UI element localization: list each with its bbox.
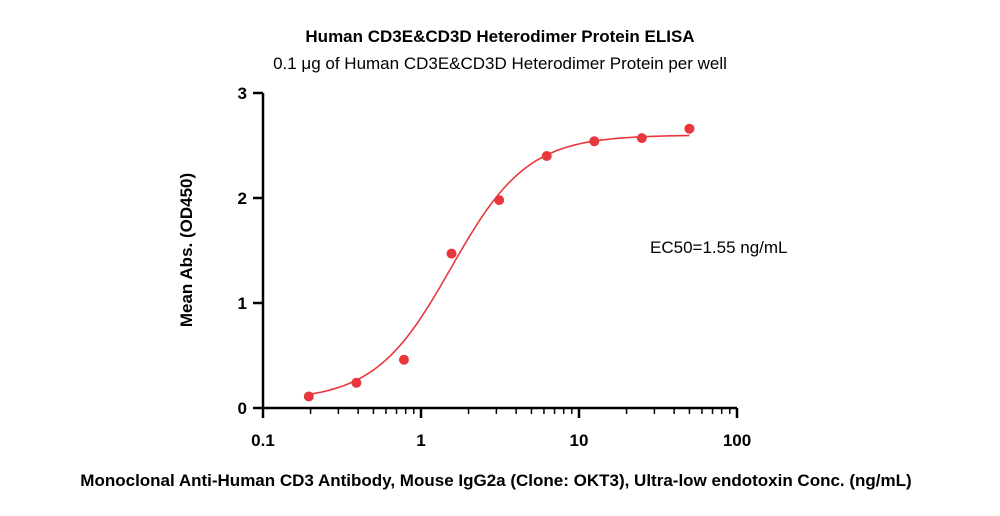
y-tick-label: 2 (238, 189, 247, 208)
x-tick-label: 100 (723, 431, 751, 450)
data-points-layer (303, 123, 695, 402)
y-tick-label: 1 (238, 294, 247, 313)
data-point (589, 136, 600, 147)
data-point (541, 151, 552, 161)
y-axis-label: Mean Abs. (OD450) (177, 173, 196, 327)
axes: 0 1 2 3 0.1 1 10 100 (238, 84, 752, 450)
ec50-annotation: EC50=1.55 ng/mL (650, 238, 788, 257)
data-point (446, 248, 457, 259)
data-point (636, 133, 647, 144)
data-point (398, 354, 409, 365)
x-tick-label: 0.1 (251, 431, 275, 450)
y-tick-label: 3 (238, 84, 247, 103)
x-axis-label: Monoclonal Anti-Human CD3 Antibody, Mous… (80, 471, 911, 490)
fit-curve-layer (308, 134, 690, 396)
fit-curve (308, 134, 690, 396)
x-tick-label: 10 (570, 431, 589, 450)
x-tick-label: 1 (416, 431, 425, 450)
data-point (684, 123, 695, 134)
chart-title: Human CD3E&CD3D Heterodimer Protein ELIS… (305, 27, 694, 46)
y-tick-label: 0 (238, 399, 247, 418)
data-point (303, 391, 314, 402)
data-point (494, 195, 505, 206)
chart-subtitle: 0.1 μg of Human CD3E&CD3D Heterodimer Pr… (273, 54, 727, 73)
data-point (351, 377, 362, 388)
